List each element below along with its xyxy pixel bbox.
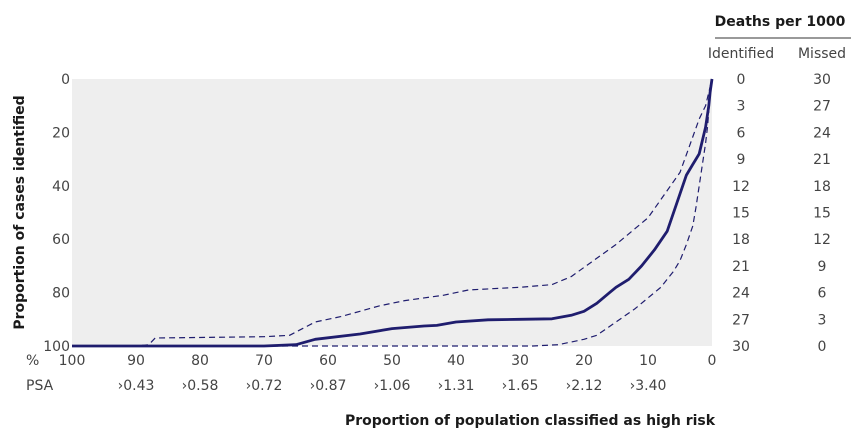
missed-value: 12: [813, 232, 831, 248]
missed-value: 27: [813, 99, 831, 115]
missed-value: 0: [818, 339, 827, 355]
psa-tick-label: ›0.87: [310, 378, 347, 394]
y-tick-label: 40: [52, 179, 70, 195]
y-axis-label: Proportion of cases identified: [12, 95, 28, 329]
psa-tick-label: ›1.65: [502, 378, 539, 394]
y-tick-label: 100: [43, 339, 70, 355]
missed-value: 3: [818, 312, 827, 328]
identified-value: 27: [732, 312, 750, 328]
psa-tick-label: ›0.58: [182, 378, 219, 394]
plot-area: [72, 79, 712, 346]
psa-axis-label: PSA: [26, 378, 54, 394]
x-tick-label: 80: [191, 353, 209, 369]
identified-value: 12: [732, 179, 750, 195]
x-tick-label: 30: [511, 353, 529, 369]
identified-value: 21: [732, 259, 750, 275]
missed-value: 18: [813, 179, 831, 195]
x-tick-label: 60: [319, 353, 337, 369]
x-tick-label: 40: [447, 353, 465, 369]
identified-value: 9: [737, 152, 746, 168]
identified-value: 18: [732, 232, 750, 248]
psa-tick-label: ›2.12: [566, 378, 603, 394]
identified-value: 30: [732, 339, 750, 355]
ci-line-1: [72, 78, 713, 347]
identified-value: 0: [737, 72, 746, 88]
missed-value: 21: [813, 152, 831, 168]
x-tick-label: 90: [127, 353, 145, 369]
identified-value: 15: [732, 206, 750, 222]
psa-tick-label: ›0.72: [246, 378, 283, 394]
x-axis-label: Proportion of population classified as h…: [345, 413, 716, 429]
psa-tick-label: ›0.43: [118, 378, 155, 394]
identified-value: 24: [732, 286, 750, 302]
psa-tick-label: ›3.40: [630, 378, 667, 394]
missed-value: 9: [818, 259, 827, 275]
x-axis-unit-label: %: [26, 353, 39, 369]
psa-tick-label: ›1.06: [374, 378, 411, 394]
psa-tick-label: ›1.31: [438, 378, 475, 394]
side-table-title: Deaths per 1000: [715, 14, 846, 30]
side-table-header-identified: Identified: [708, 46, 774, 62]
x-tick-label: 100: [59, 353, 86, 369]
side-table-header-missed: Missed: [798, 46, 846, 62]
missed-value: 15: [813, 206, 831, 222]
x-tick-label: 0: [708, 353, 717, 369]
x-tick-label: 20: [575, 353, 593, 369]
y-tick-label: 80: [52, 286, 70, 302]
ci-line-2: [72, 78, 713, 347]
identified-value: 3: [737, 99, 746, 115]
missed-value: 6: [818, 286, 827, 302]
x-tick-label: 10: [639, 353, 657, 369]
y-tick-label: 0: [61, 72, 70, 88]
identified-value: 6: [737, 125, 746, 141]
missed-value: 30: [813, 72, 831, 88]
x-tick-label: 50: [383, 353, 401, 369]
missed-value: 24: [813, 125, 831, 141]
y-tick-label: 60: [52, 232, 70, 248]
y-tick-label: 20: [52, 125, 70, 141]
x-tick-label: 70: [255, 353, 273, 369]
estimate-line: [72, 78, 714, 348]
